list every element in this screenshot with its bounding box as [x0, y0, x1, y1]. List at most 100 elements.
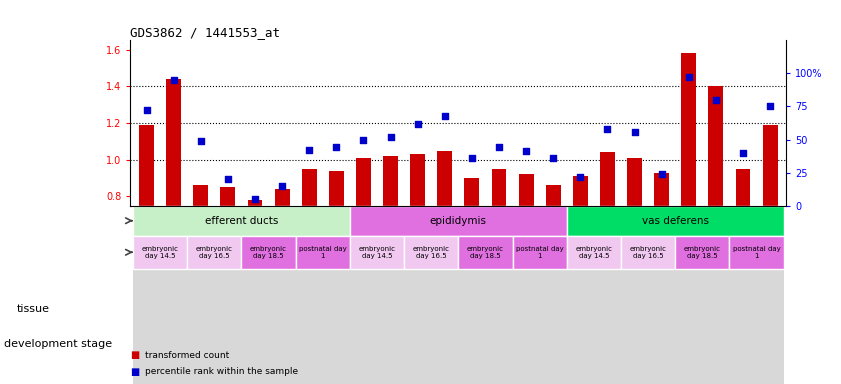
Bar: [323, 206, 350, 384]
Bar: [729, 206, 757, 384]
Text: embryonic
day 16.5: embryonic day 16.5: [630, 246, 667, 259]
Bar: [275, 189, 289, 343]
Bar: [675, 206, 702, 384]
Bar: [214, 206, 241, 384]
Bar: [675, 236, 729, 269]
Bar: [405, 206, 431, 384]
Bar: [546, 185, 561, 343]
Point: [221, 176, 235, 182]
Point: [275, 183, 288, 189]
Point: [357, 136, 370, 142]
Point: [709, 97, 722, 103]
Bar: [621, 236, 675, 269]
Bar: [648, 206, 675, 384]
Bar: [133, 236, 188, 269]
Bar: [405, 236, 458, 269]
Point: [438, 113, 452, 119]
Bar: [296, 236, 350, 269]
Bar: [540, 206, 567, 384]
Text: embryonic
day 18.5: embryonic day 18.5: [684, 246, 721, 259]
Text: tissue: tissue: [17, 304, 50, 314]
Bar: [512, 206, 540, 384]
Bar: [160, 206, 188, 384]
Bar: [600, 152, 615, 343]
Text: embryonic
day 16.5: embryonic day 16.5: [196, 246, 233, 259]
Point: [736, 150, 749, 156]
Text: development stage: development stage: [4, 339, 113, 349]
Bar: [133, 206, 350, 236]
Text: postnatal day
1: postnatal day 1: [299, 246, 346, 259]
Bar: [188, 236, 241, 269]
Text: epididymis: epididymis: [430, 216, 487, 226]
Bar: [512, 236, 567, 269]
Text: postnatal day
1: postnatal day 1: [733, 246, 780, 259]
Bar: [567, 206, 594, 384]
Bar: [567, 236, 621, 269]
Bar: [437, 151, 452, 343]
Bar: [485, 206, 512, 384]
Text: ■: ■: [130, 350, 140, 360]
Bar: [133, 206, 160, 384]
Bar: [296, 206, 323, 384]
Bar: [410, 154, 426, 343]
Point: [411, 121, 425, 127]
Bar: [188, 206, 214, 384]
Bar: [736, 169, 750, 343]
Point: [628, 129, 642, 135]
Point: [547, 155, 560, 161]
Bar: [193, 185, 209, 343]
Point: [303, 147, 316, 153]
Point: [248, 196, 262, 202]
Bar: [729, 236, 784, 269]
Bar: [491, 169, 506, 343]
Point: [764, 103, 777, 109]
Text: efferent ducts: efferent ducts: [205, 216, 278, 226]
Bar: [757, 206, 784, 384]
Bar: [302, 169, 317, 343]
Bar: [573, 176, 588, 343]
Bar: [621, 206, 648, 384]
Bar: [458, 236, 512, 269]
Text: percentile rank within the sample: percentile rank within the sample: [145, 367, 299, 376]
Point: [383, 134, 397, 140]
Bar: [350, 236, 405, 269]
Text: GDS3862 / 1441553_at: GDS3862 / 1441553_at: [130, 26, 280, 39]
Text: embryonic
day 14.5: embryonic day 14.5: [141, 246, 178, 259]
Bar: [356, 158, 371, 343]
Bar: [458, 206, 485, 384]
Point: [167, 77, 181, 83]
Point: [574, 174, 587, 180]
Bar: [431, 206, 458, 384]
Point: [330, 144, 343, 151]
Bar: [519, 174, 533, 343]
Point: [520, 148, 533, 154]
Text: postnatal day
1: postnatal day 1: [516, 246, 563, 259]
Bar: [567, 206, 784, 236]
Bar: [350, 206, 377, 384]
Text: vas deferens: vas deferens: [642, 216, 709, 226]
Bar: [268, 206, 296, 384]
Point: [682, 74, 696, 80]
Text: ■: ■: [130, 367, 140, 377]
Bar: [464, 178, 479, 343]
Text: embryonic
day 18.5: embryonic day 18.5: [250, 246, 287, 259]
Bar: [220, 187, 235, 343]
Bar: [329, 171, 344, 343]
Point: [140, 108, 153, 114]
Point: [465, 155, 479, 161]
Bar: [702, 206, 729, 384]
Bar: [241, 236, 296, 269]
Text: embryonic
day 18.5: embryonic day 18.5: [467, 246, 504, 259]
Point: [655, 171, 669, 177]
Point: [492, 144, 505, 151]
Text: embryonic
day 16.5: embryonic day 16.5: [413, 246, 450, 259]
Bar: [763, 125, 778, 343]
Text: transformed count: transformed count: [145, 351, 230, 360]
Text: embryonic
day 14.5: embryonic day 14.5: [358, 246, 395, 259]
Bar: [350, 206, 567, 236]
Point: [194, 138, 208, 144]
Bar: [654, 172, 669, 343]
Bar: [167, 79, 181, 343]
Bar: [708, 86, 723, 343]
Bar: [627, 158, 642, 343]
